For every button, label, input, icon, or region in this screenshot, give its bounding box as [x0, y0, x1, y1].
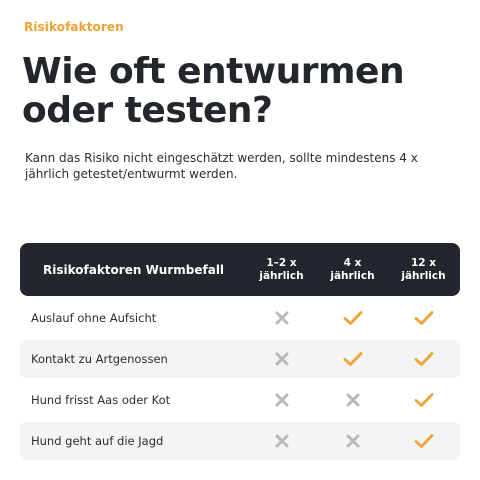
header-1-2x-yearly: 1–2 x jährlich [259, 256, 304, 282]
intro-text: Kann das Risiko nicht eingeschätzt werde… [25, 151, 418, 181]
row-label: Kontakt zu Artgenossen [31, 352, 168, 366]
check-icon [388, 310, 459, 326]
row-label: Hund frisst Aas oder Kot [31, 393, 171, 407]
frequency-table: Risikofaktoren Wurmbefall 1–2 x jährlich… [20, 243, 460, 460]
table-row: Kontakt zu Artgenossen [20, 340, 460, 378]
cross-icon [246, 352, 317, 366]
cross-icon [246, 311, 317, 325]
eyebrow-label: Risikofaktoren [24, 20, 124, 34]
check-icon [388, 392, 459, 408]
header-risk-factors: Risikofaktoren Wurmbefall [43, 262, 225, 277]
check-icon [317, 310, 388, 326]
check-icon [317, 351, 388, 367]
table-row: Hund geht auf die Jagd [20, 422, 460, 460]
cross-icon [317, 393, 388, 407]
cross-icon [246, 393, 317, 407]
cross-icon [246, 434, 317, 448]
table-row: Auslauf ohne Aufsicht [20, 299, 460, 337]
header-4x-yearly: 4 x jährlich [330, 256, 375, 282]
row-label: Auslauf ohne Aufsicht [31, 311, 157, 325]
page-title: Wie oft entwurmen oder testen? [22, 51, 405, 131]
table-row: Hund frisst Aas oder Kot [20, 381, 460, 419]
header-12x-yearly: 12 x jährlich [401, 256, 446, 282]
check-icon [388, 433, 459, 449]
cross-icon [317, 434, 388, 448]
row-label: Hund geht auf die Jagd [31, 434, 164, 448]
check-icon [388, 351, 459, 367]
table-header: Risikofaktoren Wurmbefall 1–2 x jährlich… [20, 243, 460, 296]
